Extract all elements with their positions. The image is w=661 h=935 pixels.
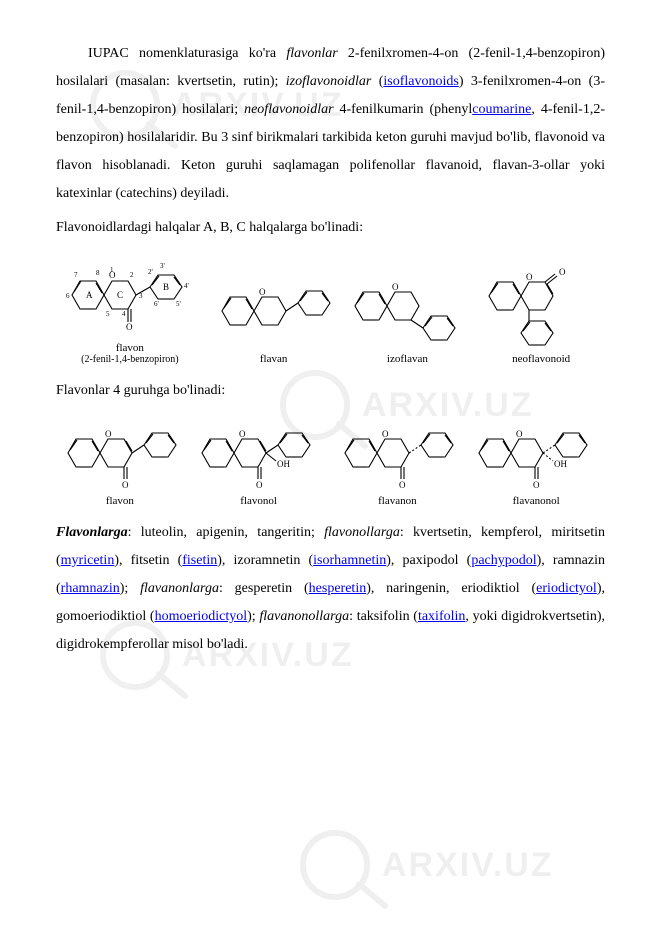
svg-text:5': 5': [176, 300, 181, 308]
figure-row-2: O O flavon: [56, 413, 605, 507]
svg-text:O: O: [533, 480, 540, 490]
svg-text:O: O: [559, 267, 566, 277]
caption-flavonol: flavonol: [240, 495, 277, 507]
caption-izoflavan: izoflavan: [387, 353, 428, 365]
link[interactable]: eriodictyol: [536, 581, 597, 596]
svg-text:O: O: [256, 480, 263, 490]
svg-text:4': 4': [184, 282, 189, 290]
caption-neoflavonoid: neoflavonoid: [512, 353, 570, 365]
fig-flavon: O O flavon: [60, 413, 180, 507]
link[interactable]: isorhamnetin: [313, 553, 386, 568]
caption-flavanonol: flavanonol: [513, 495, 560, 507]
svg-text:O: O: [105, 429, 112, 439]
link[interactable]: taxifolin: [418, 609, 465, 624]
fig-izoflavan: O izoflavan: [347, 271, 467, 365]
svg-text:3: 3: [139, 292, 143, 300]
fig-flavonol: O O OH flavonol: [194, 413, 324, 507]
link[interactable]: isoflavonoids: [383, 74, 458, 89]
svg-text:OH: OH: [554, 459, 567, 469]
line-groups: Flavonlar 4 guruhga bo'linadi:: [56, 377, 605, 405]
fig-flavanonol: O O OH flavanonol: [471, 413, 601, 507]
link[interactable]: coumarine: [472, 102, 531, 117]
label-A: A: [86, 290, 93, 300]
svg-text:7: 7: [74, 271, 78, 279]
svg-text:3': 3': [160, 262, 165, 270]
fig-flavanon: O O flavanon: [337, 413, 457, 507]
link[interactable]: homoeriodictyol: [155, 609, 248, 624]
svg-text:6: 6: [66, 292, 70, 300]
label-C: C: [117, 290, 123, 300]
link[interactable]: rhamnazin: [61, 581, 120, 596]
svg-text:1: 1: [110, 266, 114, 274]
svg-text:O: O: [516, 429, 523, 439]
link[interactable]: hesperetin: [309, 581, 367, 596]
svg-text:O: O: [399, 480, 406, 490]
caption-flavon: flavon: [116, 342, 144, 354]
line-rings: Flavonoidlardagi halqalar A, B, C halqal…: [56, 214, 605, 242]
link[interactable]: myricetin: [61, 553, 115, 568]
link[interactable]: pachypodol: [471, 553, 536, 568]
svg-text:6': 6': [154, 300, 159, 308]
svg-text:O: O: [382, 429, 389, 439]
svg-text:2': 2': [148, 268, 153, 276]
svg-text:O: O: [526, 272, 533, 282]
subcaption-flavon: (2-fenil-1,4-benzopiron): [81, 354, 178, 365]
svg-text:OH: OH: [277, 459, 290, 469]
watermark: ARXIV.UZ: [300, 830, 554, 900]
figure-row-1: A C B O O 1 2 3 4 5 6 7 8 2' 3' 4' 5' 6': [56, 250, 605, 365]
fig-flavon-labeled: A C B O O 1 2 3 4 5 6 7 8 2' 3' 4' 5' 6': [60, 250, 200, 365]
caption-flavon2: flavon: [106, 495, 134, 507]
label-O2: O: [126, 322, 133, 332]
link[interactable]: fisetin: [182, 553, 217, 568]
svg-text:4: 4: [122, 310, 126, 318]
svg-text:O: O: [239, 429, 246, 439]
svg-text:O: O: [259, 287, 266, 297]
fig-neoflavonoid: O O neoflavonoid: [481, 261, 601, 365]
svg-text:5: 5: [106, 310, 110, 318]
svg-text:O: O: [392, 282, 399, 292]
paragraph-examples: Flavonlarga: luteolin, apigenin, tangeri…: [56, 519, 605, 659]
fig-flavan: O flavan: [214, 271, 334, 365]
svg-text:O: O: [122, 480, 129, 490]
caption-flavan: flavan: [260, 353, 287, 365]
label-B: B: [163, 282, 169, 292]
svg-text:8: 8: [96, 269, 100, 277]
paragraph-iupac: IUPAC nomenklaturasiga ko'ra flavonlar 2…: [56, 40, 605, 208]
svg-text:2: 2: [130, 271, 134, 279]
caption-flavanon: flavanon: [378, 495, 416, 507]
